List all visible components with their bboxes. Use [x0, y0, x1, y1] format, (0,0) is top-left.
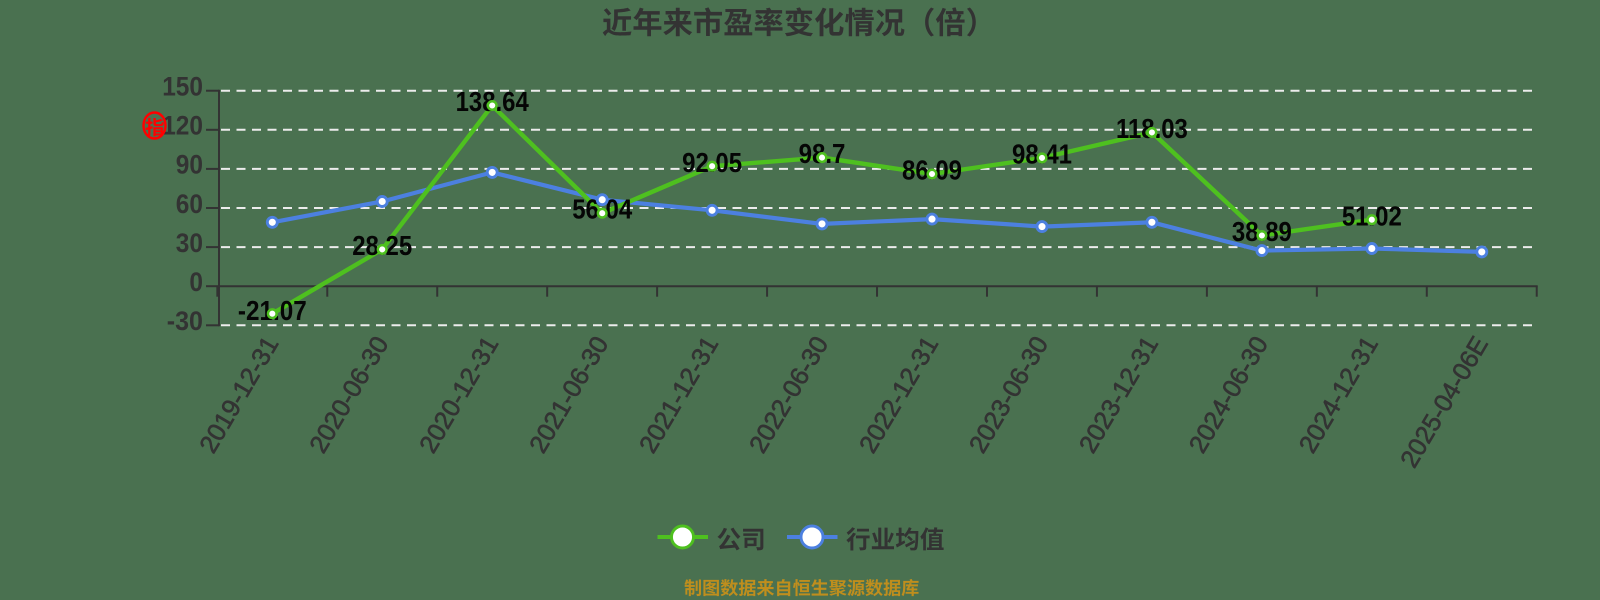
svg-text:120: 120 [162, 112, 203, 141]
svg-text:-30: -30 [167, 307, 203, 336]
svg-text:150: 150 [162, 73, 203, 102]
svg-text:30: 30 [176, 229, 203, 258]
svg-text:60: 60 [176, 190, 203, 219]
svg-text:90: 90 [176, 151, 203, 180]
svg-text:0: 0 [189, 268, 203, 297]
